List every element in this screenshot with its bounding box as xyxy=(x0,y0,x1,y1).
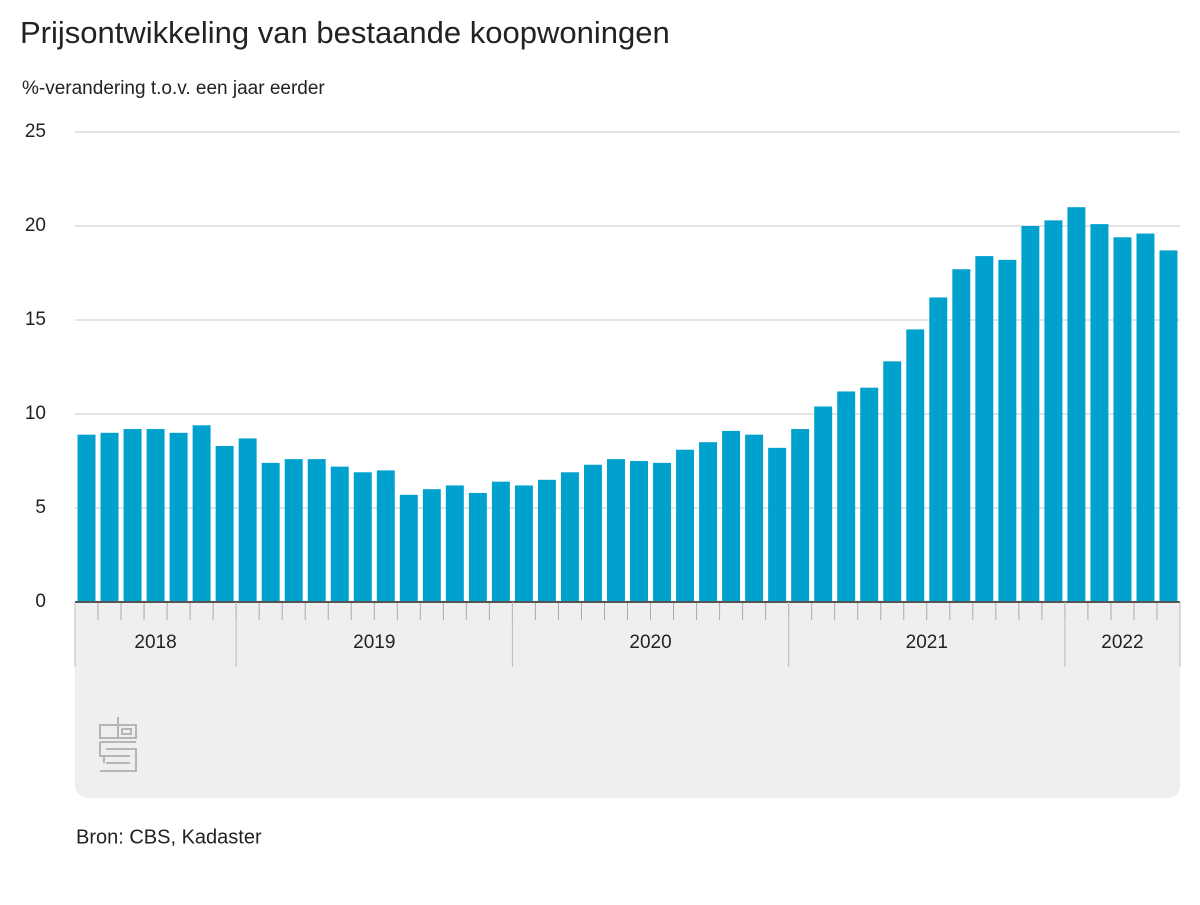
x-group-label: 2020 xyxy=(629,632,671,653)
axis-panel xyxy=(75,602,1180,798)
logo xyxy=(99,717,137,772)
bar xyxy=(284,459,303,602)
bar xyxy=(1021,226,1040,602)
bar xyxy=(376,470,395,602)
bar xyxy=(1090,224,1109,602)
bar xyxy=(906,329,925,602)
bar xyxy=(123,429,142,602)
y-tick-label: 25 xyxy=(25,121,46,142)
x-group-label: 2021 xyxy=(906,632,948,653)
y-tick-label: 0 xyxy=(35,591,46,612)
bar xyxy=(860,387,879,602)
x-group-label: 2019 xyxy=(353,632,395,653)
bar xyxy=(883,361,902,602)
bar xyxy=(745,434,764,602)
bar xyxy=(307,459,326,602)
bar xyxy=(676,449,695,602)
bar xyxy=(699,442,718,602)
bar xyxy=(353,472,372,602)
bar xyxy=(929,297,948,602)
bar xyxy=(238,438,257,602)
bar xyxy=(583,464,602,602)
bar xyxy=(630,461,648,602)
bar xyxy=(837,391,856,602)
bar xyxy=(169,432,188,602)
bar xyxy=(975,256,994,602)
y-tick-label: 10 xyxy=(25,403,46,424)
bar xyxy=(722,430,741,602)
bar xyxy=(422,489,441,602)
bar xyxy=(491,481,510,602)
bar xyxy=(607,459,625,602)
chart-subtitle: %-verandering t.o.v. een jaar eerder xyxy=(22,78,325,99)
x-group-label: 2018 xyxy=(134,632,176,653)
bar xyxy=(1067,207,1086,602)
source: Bron: CBS, Kadaster xyxy=(76,826,262,848)
bar xyxy=(514,485,533,602)
bar xyxy=(1159,250,1178,602)
bar xyxy=(399,494,418,602)
bar xyxy=(653,462,672,602)
bar xyxy=(192,425,211,602)
bar xyxy=(768,447,787,602)
bar xyxy=(560,472,579,602)
bar xyxy=(215,445,234,602)
bar xyxy=(1044,220,1063,603)
y-tick-label: 20 xyxy=(25,215,46,236)
bar xyxy=(952,269,971,602)
y-tick-label: 15 xyxy=(25,309,46,330)
y-tick-label: 5 xyxy=(35,497,46,518)
bar xyxy=(100,432,119,602)
bar xyxy=(537,479,556,602)
bar xyxy=(146,429,165,602)
bar xyxy=(77,434,96,602)
bar xyxy=(330,466,349,602)
bar xyxy=(261,462,280,602)
chart-title: Prijsontwikkeling van bestaande koopwoni… xyxy=(20,15,670,50)
bar xyxy=(791,429,810,602)
bar xyxy=(1113,237,1132,602)
bar xyxy=(998,259,1017,602)
bar xyxy=(445,485,464,602)
bar xyxy=(1136,233,1155,602)
x-group-label: 2022 xyxy=(1101,632,1143,653)
bar xyxy=(814,406,833,602)
bar xyxy=(468,492,487,602)
